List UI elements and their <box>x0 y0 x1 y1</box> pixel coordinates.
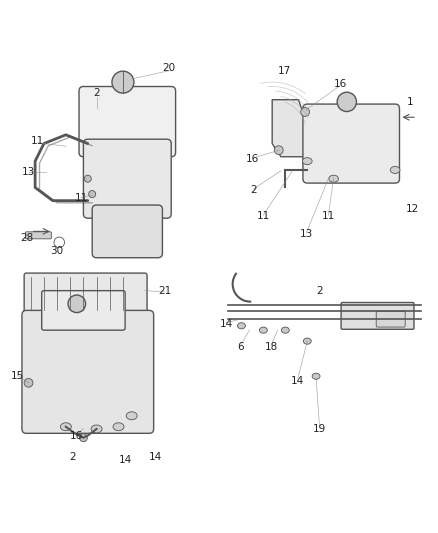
Circle shape <box>300 108 309 116</box>
Ellipse shape <box>303 338 311 344</box>
Text: 11: 11 <box>321 211 334 221</box>
FancyBboxPatch shape <box>375 311 404 327</box>
Text: 12: 12 <box>405 205 418 214</box>
Text: 17: 17 <box>277 66 290 76</box>
Text: 20: 20 <box>162 63 175 73</box>
Polygon shape <box>272 100 307 157</box>
Ellipse shape <box>259 327 267 333</box>
FancyBboxPatch shape <box>79 86 175 157</box>
Text: 14: 14 <box>149 453 162 463</box>
Text: 2: 2 <box>69 453 76 463</box>
Text: 19: 19 <box>312 424 325 434</box>
FancyBboxPatch shape <box>340 303 413 329</box>
FancyBboxPatch shape <box>25 232 51 239</box>
Ellipse shape <box>60 423 71 431</box>
Ellipse shape <box>302 158 311 165</box>
Text: 30: 30 <box>50 246 64 256</box>
Circle shape <box>336 92 356 111</box>
Text: 16: 16 <box>246 154 259 164</box>
Text: 16: 16 <box>333 79 346 90</box>
FancyBboxPatch shape <box>24 273 147 312</box>
FancyBboxPatch shape <box>302 104 399 183</box>
Text: 2: 2 <box>315 286 322 296</box>
FancyBboxPatch shape <box>42 290 125 330</box>
Text: 21: 21 <box>158 286 171 296</box>
Circle shape <box>84 175 91 182</box>
FancyBboxPatch shape <box>92 205 162 258</box>
Text: 11: 11 <box>74 193 88 204</box>
Ellipse shape <box>389 166 399 173</box>
Ellipse shape <box>311 373 319 379</box>
Ellipse shape <box>113 423 124 431</box>
Circle shape <box>112 71 134 93</box>
Circle shape <box>68 295 85 312</box>
Text: 13: 13 <box>22 167 35 177</box>
Text: 2: 2 <box>250 184 257 195</box>
Text: 18: 18 <box>264 342 277 352</box>
Ellipse shape <box>237 322 245 329</box>
Text: 11: 11 <box>256 211 269 221</box>
Text: 15: 15 <box>11 372 24 381</box>
Ellipse shape <box>328 175 338 182</box>
Text: 2: 2 <box>93 88 100 98</box>
Text: 6: 6 <box>237 342 244 352</box>
FancyBboxPatch shape <box>83 139 171 218</box>
Text: 14: 14 <box>290 376 304 386</box>
FancyBboxPatch shape <box>22 310 153 433</box>
Text: 28: 28 <box>21 233 34 243</box>
Text: 14: 14 <box>219 319 232 328</box>
Text: 14: 14 <box>118 455 131 465</box>
Ellipse shape <box>126 412 137 419</box>
Circle shape <box>274 146 283 155</box>
Text: 13: 13 <box>299 229 312 239</box>
Ellipse shape <box>91 425 102 433</box>
Circle shape <box>79 434 87 442</box>
Text: 16: 16 <box>70 431 83 440</box>
Ellipse shape <box>281 327 289 333</box>
Circle shape <box>88 191 95 198</box>
Text: 1: 1 <box>406 97 413 107</box>
Circle shape <box>24 378 33 387</box>
Text: 11: 11 <box>31 136 44 147</box>
